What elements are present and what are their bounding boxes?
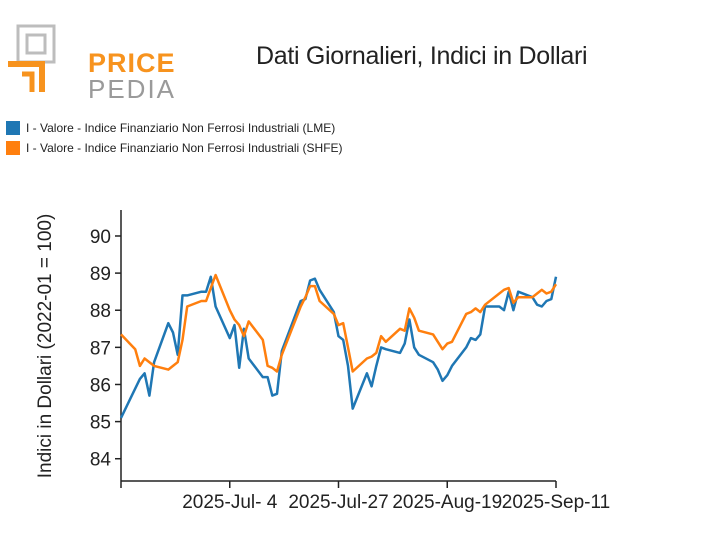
legend-item-lme[interactable]: I - Valore - Indice Finanziario Non Ferr…	[6, 118, 343, 138]
chart-title: Dati Giornalieri, Indici in Dollari	[256, 42, 588, 70]
series-lines	[119, 273, 558, 419]
logo-square-inner	[25, 33, 47, 55]
logo-bracket-inner	[22, 71, 35, 92]
y-tick-label: 84	[90, 450, 112, 471]
logo-text-price: PRICE	[88, 48, 176, 78]
logo-mark-icon	[8, 24, 56, 92]
x-tick-label: 2025-Jul- 4	[182, 492, 277, 513]
x-tick-label: 2025-Jul-27	[288, 492, 388, 513]
y-tick-label: 85	[90, 413, 111, 434]
legend-label-lme: I - Valore - Indice Finanziario Non Ferr…	[26, 121, 336, 135]
y-tick-label: 86	[90, 375, 111, 396]
y-tick-label: 88	[90, 301, 111, 322]
legend: I - Valore - Indice Finanziario Non Ferr…	[6, 118, 343, 158]
legend-swatch-lme	[6, 121, 20, 135]
legend-item-shfe[interactable]: I - Valore - Indice Finanziario Non Ferr…	[6, 138, 343, 158]
y-tick-label: 87	[90, 338, 111, 359]
y-tick-label: 90	[90, 227, 111, 248]
logo-bracket-outer	[8, 61, 45, 92]
legend-label-shfe: I - Valore - Indice Finanziario Non Ferr…	[26, 141, 343, 155]
legend-swatch-shfe	[6, 141, 20, 155]
pricepedia-logo: PRICE PEDIA	[8, 22, 175, 104]
logo-text-pedia: PEDIA	[88, 74, 177, 104]
series-line-shfe	[120, 273, 558, 373]
x-tick-label: 2025-Aug-19	[392, 492, 502, 513]
x-tick-label: 2025-Sep-11	[502, 492, 610, 513]
y-tick-label: 89	[90, 264, 111, 285]
series-line-lme	[119, 275, 558, 419]
